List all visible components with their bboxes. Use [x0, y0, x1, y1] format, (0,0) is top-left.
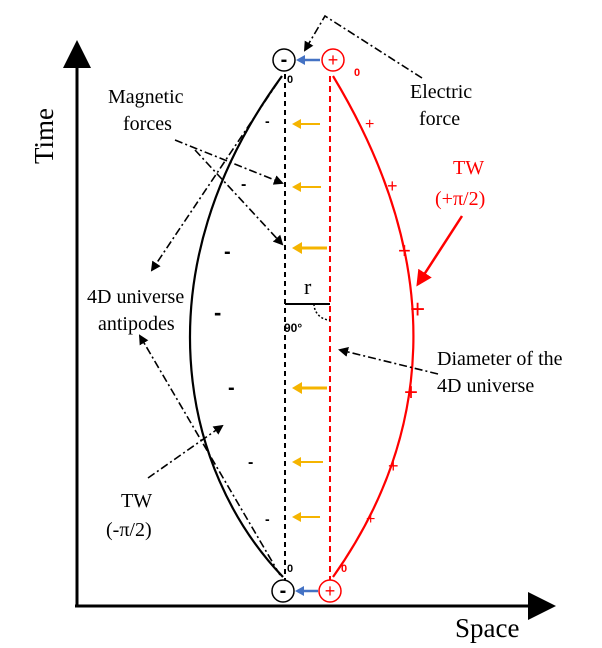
bottom-minus-sign: - [280, 580, 287, 602]
plus-sign: + [365, 116, 374, 133]
minus-sign: - [265, 113, 270, 129]
minus-sign: - [228, 377, 235, 399]
magnetic-arrow [292, 119, 320, 129]
radius-label: r [304, 274, 312, 299]
plus-sign: + [404, 379, 418, 406]
tw-neg-label-line2: (-π/2) [106, 519, 152, 541]
diameter-label-line1: Diameter of the [437, 348, 563, 370]
x-axis-label: Space [455, 613, 519, 643]
magnetic-forces-label-line2: forces [123, 113, 172, 135]
magnetic-force-arrows [292, 119, 327, 522]
tw-neg-pointer [147, 424, 224, 479]
plus-sign: + [398, 238, 411, 263]
tw-neg-label-line1: TW [121, 490, 152, 512]
magnetic-arrow [292, 382, 327, 394]
top-plus-sign: + [328, 50, 339, 70]
tw-pos-label-line1: TW [453, 157, 484, 179]
tw-pos-label-line2: (+π/2) [435, 188, 485, 210]
annotation-arrows [138, 14, 439, 576]
x-axis-arrowhead [528, 592, 556, 620]
diameter-label-line2: 4D universe [437, 375, 534, 397]
top-plus-circle [321, 48, 345, 72]
black-wave-curve [189, 75, 284, 578]
tw-pos-pointer [416, 215, 464, 287]
magnetic-arrow [292, 182, 321, 192]
zero-label-top-left: 0 [287, 74, 293, 86]
magnetic-arrow [292, 512, 320, 522]
magnetic-arrow-pointer-1 [174, 139, 284, 185]
antipodes-label-line2: antipodes [98, 313, 175, 335]
electric-force-arrow [303, 14, 423, 79]
zero-label-top-right: 0 [354, 67, 360, 79]
plus-sign: + [366, 511, 375, 528]
plus-sign: + [410, 294, 425, 324]
bottom-plus-circle [318, 579, 342, 603]
y-axis-arrowhead [63, 40, 91, 68]
zero-label-bottom-right: 0 [341, 563, 347, 575]
diameter-pointer [338, 347, 439, 375]
red-wave-curve [332, 75, 415, 578]
antipodes-label-line1: 4D universe [87, 286, 184, 308]
antipode-pointer-top [150, 81, 279, 272]
minus-sign: - [224, 241, 231, 263]
top-electric-arrowhead [296, 55, 305, 65]
angle-label: 90° [284, 321, 302, 335]
minus-sign: - [214, 300, 221, 325]
bottom-plus-sign: + [325, 581, 336, 601]
electric-force-label-line2: force [419, 108, 460, 130]
zero-label-bottom-left: 0 [287, 563, 293, 575]
plus-sign: + [387, 176, 398, 196]
bottom-electric-arrowhead [295, 586, 304, 596]
electric-force-label-line1: Electric [410, 81, 472, 103]
top-minus-sign: - [281, 49, 288, 71]
plus-signs: + + + + + + + [365, 116, 425, 528]
minus-sign: - [241, 176, 246, 193]
minus-sign: - [265, 511, 270, 527]
magnetic-arrow [292, 457, 323, 467]
minus-sign: - [248, 454, 253, 471]
plus-sign: + [388, 456, 399, 476]
right-angle-arc [313, 303, 331, 321]
y-axis-label: Time [29, 108, 59, 164]
bottom-minus-circle [271, 579, 295, 603]
magnetic-arrow [292, 242, 327, 254]
magnetic-arrow-pointer-2 [194, 149, 284, 246]
antipode-pointer-bottom [138, 334, 281, 576]
minus-signs: - - - - - - - [214, 113, 270, 527]
top-minus-circle [272, 48, 296, 72]
magnetic-forces-label-line1: Magnetic [108, 86, 184, 108]
